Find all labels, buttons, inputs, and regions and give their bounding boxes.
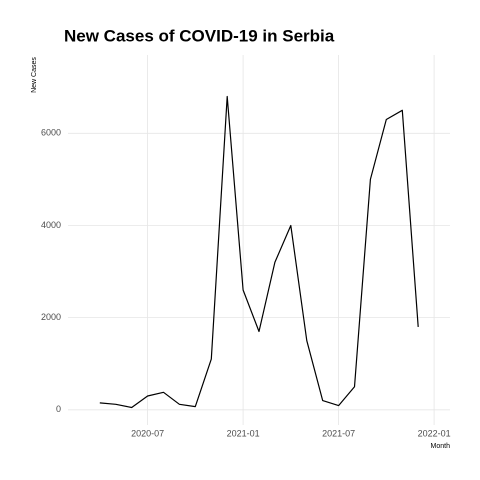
- y-tick-label: 4000: [41, 220, 61, 230]
- chart-title: New Cases of COVID-19 in Serbia: [64, 26, 335, 45]
- x-axis-title: Month: [431, 443, 451, 450]
- x-tick-label: 2022-01: [418, 428, 451, 438]
- data-line: [99, 95, 419, 409]
- x-tick-label: 2021-01: [227, 428, 260, 438]
- y-tick-label: 6000: [41, 128, 61, 138]
- y-tick-label: 0: [56, 404, 61, 414]
- y-axis-title: New Cases: [31, 57, 38, 93]
- x-tick-label: 2020-07: [131, 428, 164, 438]
- y-tick-label: 2000: [41, 312, 61, 322]
- x-tick-label: 2021-07: [322, 428, 355, 438]
